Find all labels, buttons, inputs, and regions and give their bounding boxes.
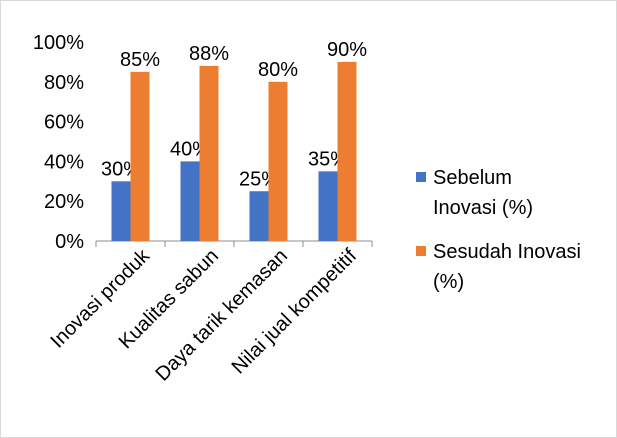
y-tick-label: 60% [44, 112, 84, 134]
legend-swatch-sesudah [416, 246, 426, 256]
bar-sesudah [199, 65, 219, 241]
legend: Sebelum Inovasi (%) Sesudah Inovasi (%) [416, 167, 581, 293]
bar-sebelum [180, 161, 200, 241]
y-tick-label: 40% [44, 151, 84, 173]
legend-label-sesudah: Sesudah Inovasi (%) [433, 241, 581, 293]
data-label: 90% [327, 39, 367, 61]
legend-label-sebelum: Sebelum Inovasi (%) [433, 167, 533, 219]
data-label: 88% [189, 43, 229, 65]
bar-sesudah [337, 61, 357, 242]
bar-sesudah [130, 71, 150, 241]
bar-sebelum [249, 191, 269, 241]
y-tick-label: 0% [55, 231, 84, 253]
legend-swatch-sebelum [416, 172, 426, 182]
data-label: 80% [258, 59, 298, 81]
y-tick-label: 80% [44, 72, 84, 94]
bar-sesudah [268, 81, 288, 241]
bar-sebelum [318, 171, 338, 241]
y-tick-label: 100% [33, 32, 84, 54]
y-tick-label: 20% [44, 191, 84, 213]
data-label: 85% [120, 49, 160, 71]
bar-sebelum [111, 181, 131, 241]
